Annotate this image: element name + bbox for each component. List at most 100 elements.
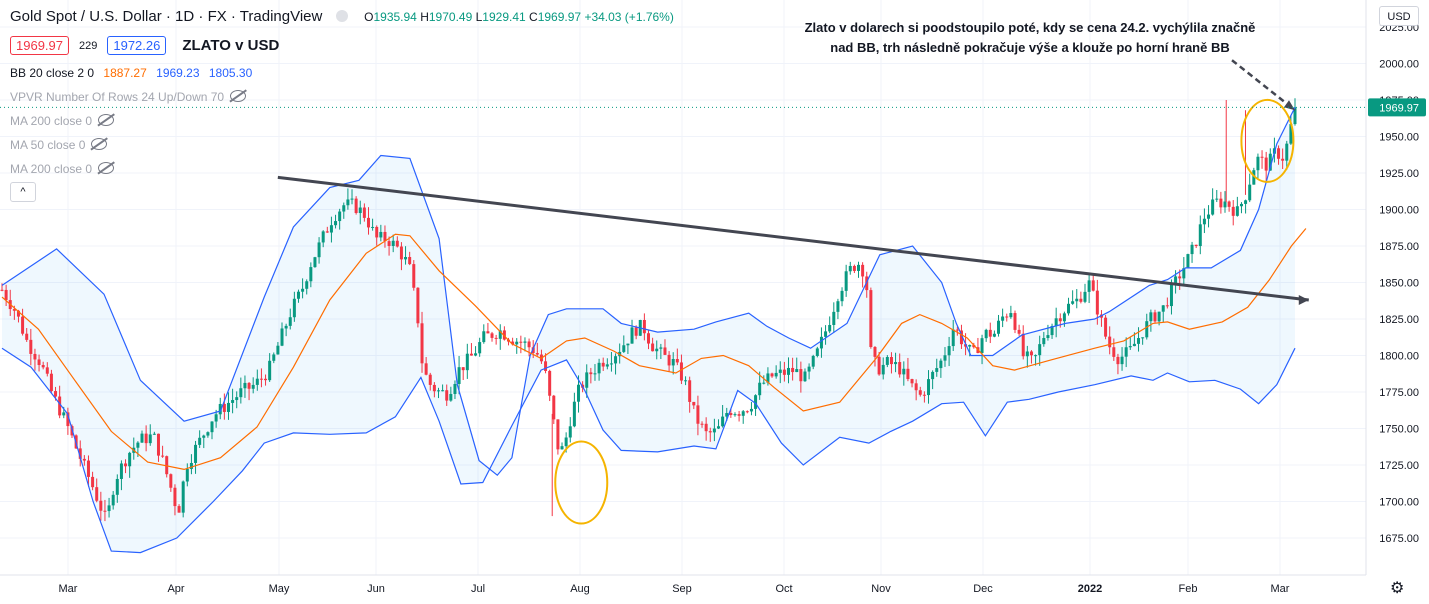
candle-body <box>457 367 461 384</box>
candle <box>774 365 778 379</box>
annotation-text[interactable]: Zlato v dolarech si poodstoupilo poté, k… <box>804 20 1256 55</box>
candle-body <box>206 432 210 436</box>
drawings[interactable] <box>0 59 1366 525</box>
candle-body <box>342 205 346 212</box>
bb-upper-value: 1969.23 <box>156 66 200 80</box>
collapse-indicators-button[interactable]: ^ <box>10 182 36 202</box>
candle-body <box>173 487 177 507</box>
trend-line <box>277 175 1309 302</box>
candle <box>988 322 992 344</box>
price-row: 1969.97 229 1972.26 ZLATO v USD <box>10 36 279 55</box>
candle-body <box>264 378 268 381</box>
candle-body <box>1264 157 1268 171</box>
candle <box>807 363 811 380</box>
candle <box>210 421 214 440</box>
candle-body <box>819 336 823 349</box>
candle <box>902 361 906 386</box>
candle-body <box>1289 124 1293 144</box>
candle-body <box>1211 199 1215 215</box>
candle <box>412 260 416 291</box>
candle <box>1149 309 1153 332</box>
candle <box>181 480 185 518</box>
candle <box>161 445 165 458</box>
indicator-vpvr[interactable]: VPVR Number Of Rows 24 Up/Down 70 <box>10 90 247 104</box>
ohlc-values: O1935.94 H1970.49 L1929.41 C1969.97 +34.… <box>364 10 674 24</box>
candle <box>1202 208 1206 234</box>
candle-body <box>1260 156 1264 158</box>
hidden-eye-icon[interactable] <box>98 162 115 174</box>
candle <box>815 346 819 358</box>
candle-body <box>305 281 309 289</box>
candle <box>173 484 177 516</box>
candle-body <box>436 390 440 392</box>
candle <box>292 291 296 322</box>
candle <box>177 504 181 513</box>
candle <box>951 319 955 351</box>
candle <box>836 298 840 320</box>
candle <box>1009 305 1013 319</box>
candle <box>593 364 597 381</box>
price-tick-label: 1750.00 <box>1379 424 1419 436</box>
symbol-title[interactable]: Gold Spot / U.S. Dollar · 1D · FX · Trad… <box>10 8 323 25</box>
sell-price-button[interactable]: 1969.97 <box>10 36 69 55</box>
candle <box>1153 309 1157 324</box>
candle <box>556 419 560 455</box>
candle <box>589 367 593 384</box>
candle <box>305 279 309 295</box>
candle-body <box>1137 338 1141 344</box>
candle-body <box>1157 311 1161 322</box>
candle <box>371 218 375 231</box>
currency-button[interactable]: USD <box>1379 6 1419 26</box>
candle-body <box>1202 218 1206 225</box>
candle <box>745 410 749 414</box>
candle <box>99 491 103 521</box>
candle-body <box>918 390 922 395</box>
candle-body <box>309 267 313 282</box>
candle <box>128 451 132 478</box>
candle-body <box>29 339 33 354</box>
candle-body <box>770 373 774 377</box>
buy-price-button[interactable]: 1972.26 <box>107 36 167 55</box>
candle-body <box>1001 316 1005 321</box>
candle <box>1104 314 1108 340</box>
candle <box>651 337 655 352</box>
candle <box>1169 279 1173 315</box>
candle-body <box>177 506 181 513</box>
candle <box>1075 289 1079 309</box>
hidden-eye-icon[interactable] <box>230 90 247 102</box>
candle-body <box>647 333 650 344</box>
candle <box>861 262 865 288</box>
candle <box>803 368 807 382</box>
candle-body <box>992 333 996 337</box>
candle <box>684 376 688 386</box>
indicator-ma200-2[interactable]: MA 200 close 0 <box>10 162 115 176</box>
hidden-eye-icon[interactable] <box>91 138 108 150</box>
candle-body <box>828 324 832 332</box>
candle <box>1067 297 1071 316</box>
settings-gear-icon[interactable]: ⚙ <box>1390 580 1405 597</box>
candle-body <box>66 412 70 427</box>
candle <box>1223 191 1227 213</box>
indicator-bb[interactable]: BB 20 close 2 0 1887.27 1969.23 1805.30 <box>10 66 253 80</box>
candle <box>1186 253 1190 269</box>
candle-body <box>321 231 325 243</box>
candle-body <box>412 264 416 288</box>
candle <box>1091 275 1095 292</box>
hidden-eye-icon[interactable] <box>98 114 115 126</box>
candle-body <box>198 437 202 445</box>
candle-body <box>1145 321 1149 338</box>
candle <box>395 236 399 248</box>
indicator-ma200[interactable]: MA 200 close 0 <box>10 114 115 128</box>
candle <box>239 377 243 404</box>
time-tick-label: Jul <box>471 583 485 595</box>
candle <box>914 379 918 401</box>
candle <box>1244 199 1248 214</box>
candle-body <box>955 329 959 331</box>
time-tick-label: 2022 <box>1078 583 1102 595</box>
indicator-ma50[interactable]: MA 50 close 0 <box>10 138 108 152</box>
candle <box>1285 140 1289 170</box>
candle <box>519 335 523 354</box>
candle <box>799 361 803 393</box>
